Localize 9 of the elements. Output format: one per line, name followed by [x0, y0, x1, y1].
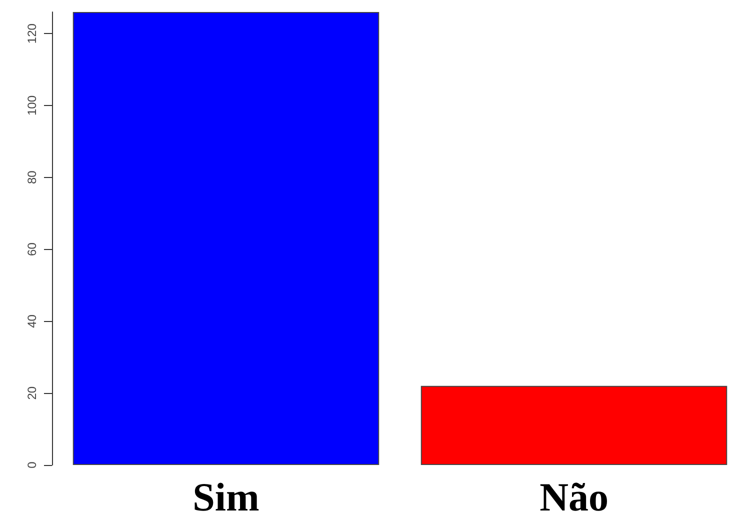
y-tick-label: 120 [25, 23, 39, 44]
y-tick-label: 0 [25, 461, 39, 468]
y-tick-label: 60 [25, 242, 39, 256]
x-tick-label: Não [540, 474, 608, 520]
x-tick-label: Sim [192, 474, 260, 520]
y-tick-label: 80 [25, 170, 39, 184]
y-tick-label: 40 [25, 314, 39, 328]
y-tick-label: 20 [25, 386, 39, 400]
y-tick-label: 100 [25, 95, 39, 116]
